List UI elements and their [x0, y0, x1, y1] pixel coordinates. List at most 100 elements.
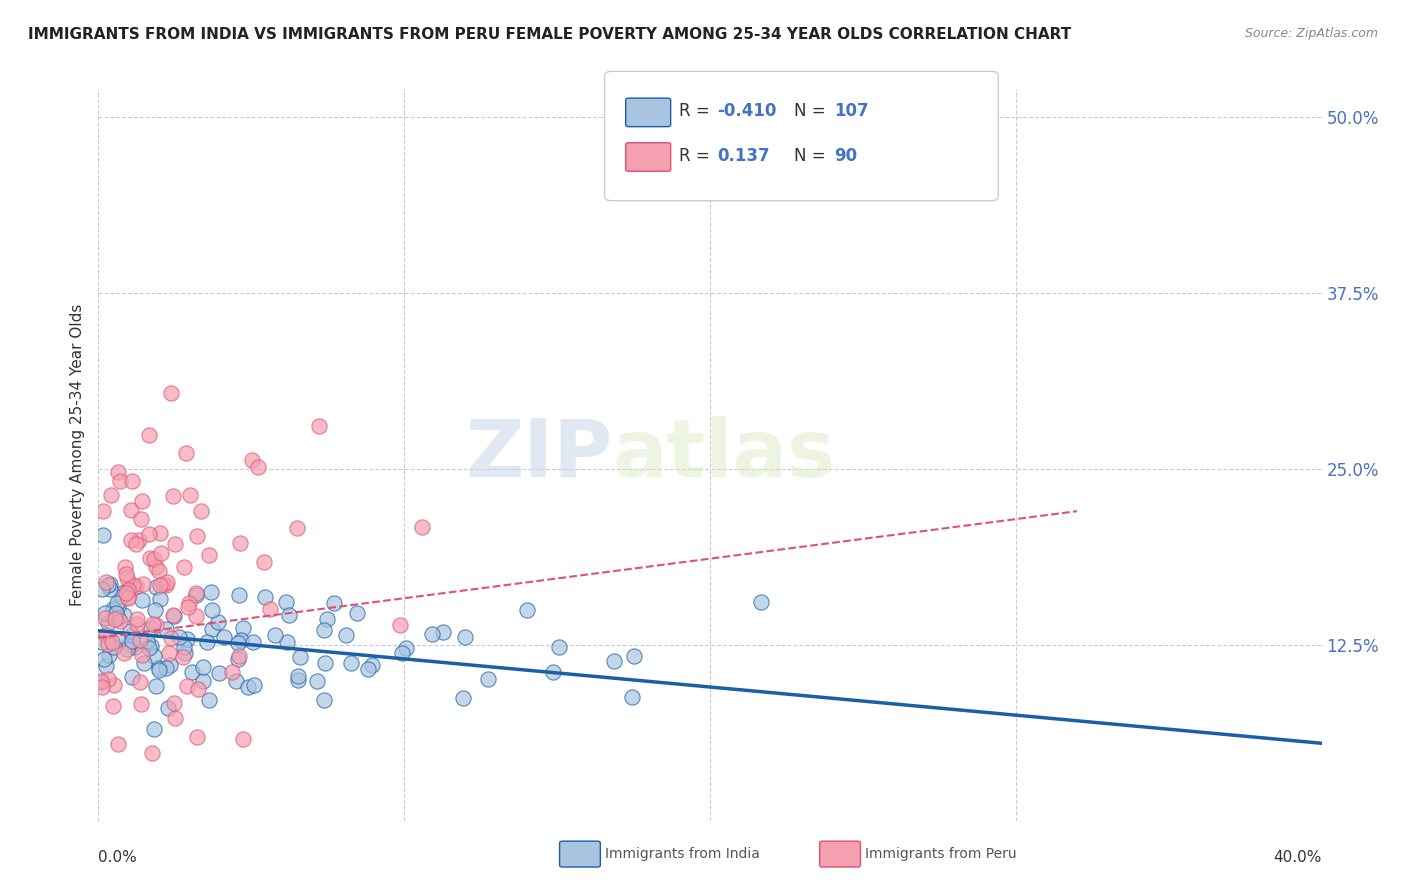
Point: [163, 696, 186, 710]
Point: [263, 628, 285, 642]
Point: [118, 624, 141, 638]
Text: 40.0%: 40.0%: [1274, 850, 1322, 865]
Point: [141, 621, 163, 635]
Point: [253, 555, 276, 569]
Point: [138, 640, 160, 655]
Point: [231, 633, 253, 648]
Point: [191, 673, 214, 688]
Point: [94, 606, 117, 620]
Point: [167, 630, 190, 644]
Point: [97, 637, 120, 651]
Point: [129, 512, 152, 526]
Point: [207, 615, 229, 630]
Point: [94, 575, 117, 590]
Point: [226, 636, 249, 650]
Point: [112, 585, 135, 599]
Point: [97, 648, 120, 662]
Point: [117, 591, 139, 605]
Point: [100, 635, 122, 649]
Point: [121, 474, 143, 488]
Point: [148, 661, 170, 675]
Text: ZIP: ZIP: [465, 416, 612, 494]
Point: [115, 571, 138, 585]
Point: [155, 578, 177, 592]
Point: [97, 672, 120, 686]
Point: [228, 589, 250, 603]
Point: [312, 692, 335, 706]
Point: [101, 602, 124, 616]
Point: [107, 465, 129, 479]
Point: [391, 646, 413, 660]
Point: [157, 646, 180, 660]
Point: [142, 723, 165, 737]
Point: [184, 588, 207, 602]
Point: [228, 648, 250, 663]
Point: [420, 627, 443, 641]
Point: [105, 596, 128, 610]
Point: [340, 656, 363, 670]
Point: [115, 567, 138, 582]
Point: [100, 487, 122, 501]
Point: [104, 612, 127, 626]
Point: [149, 546, 172, 560]
Point: [156, 574, 179, 589]
Point: [621, 690, 644, 705]
Point: [451, 691, 474, 706]
Point: [232, 731, 254, 746]
Point: [516, 603, 538, 617]
Point: [232, 621, 254, 635]
Point: [159, 658, 181, 673]
Point: [242, 634, 264, 648]
Point: [162, 489, 184, 503]
Point: [157, 701, 180, 715]
Point: [111, 589, 134, 603]
Point: [200, 585, 222, 599]
Point: [128, 533, 150, 547]
Point: [246, 459, 269, 474]
Point: [360, 657, 382, 672]
Point: [98, 582, 121, 596]
Point: [120, 533, 142, 547]
Point: [603, 654, 626, 668]
Point: [107, 599, 129, 613]
Point: [180, 665, 202, 680]
Point: [186, 586, 208, 600]
Point: [749, 595, 772, 609]
Point: [125, 578, 148, 592]
Point: [121, 627, 143, 641]
Text: 107: 107: [834, 103, 869, 120]
Point: [308, 418, 330, 433]
Point: [187, 682, 209, 697]
Point: [90, 674, 112, 689]
Point: [118, 582, 141, 596]
Point: [163, 608, 186, 623]
Point: [94, 659, 117, 673]
Point: [179, 488, 201, 502]
Point: [121, 578, 143, 592]
Point: [176, 632, 198, 647]
Point: [149, 526, 172, 541]
Point: [125, 537, 148, 551]
Point: [107, 610, 129, 624]
Point: [184, 608, 207, 623]
Point: [259, 601, 281, 615]
Point: [131, 593, 153, 607]
Point: [115, 586, 138, 600]
Text: N =: N =: [794, 147, 831, 165]
Point: [162, 608, 184, 623]
Point: [90, 680, 112, 694]
Point: [121, 634, 143, 648]
Point: [411, 519, 433, 533]
Point: [114, 559, 136, 574]
Point: [226, 651, 249, 665]
Point: [201, 622, 224, 636]
Point: [160, 631, 183, 645]
Point: [103, 678, 125, 692]
Point: [90, 674, 112, 689]
Point: [139, 639, 162, 653]
Text: R =: R =: [679, 103, 716, 120]
Point: [97, 578, 120, 592]
Point: [177, 600, 200, 615]
Point: [547, 640, 569, 654]
Text: Source: ZipAtlas.com: Source: ZipAtlas.com: [1244, 27, 1378, 40]
